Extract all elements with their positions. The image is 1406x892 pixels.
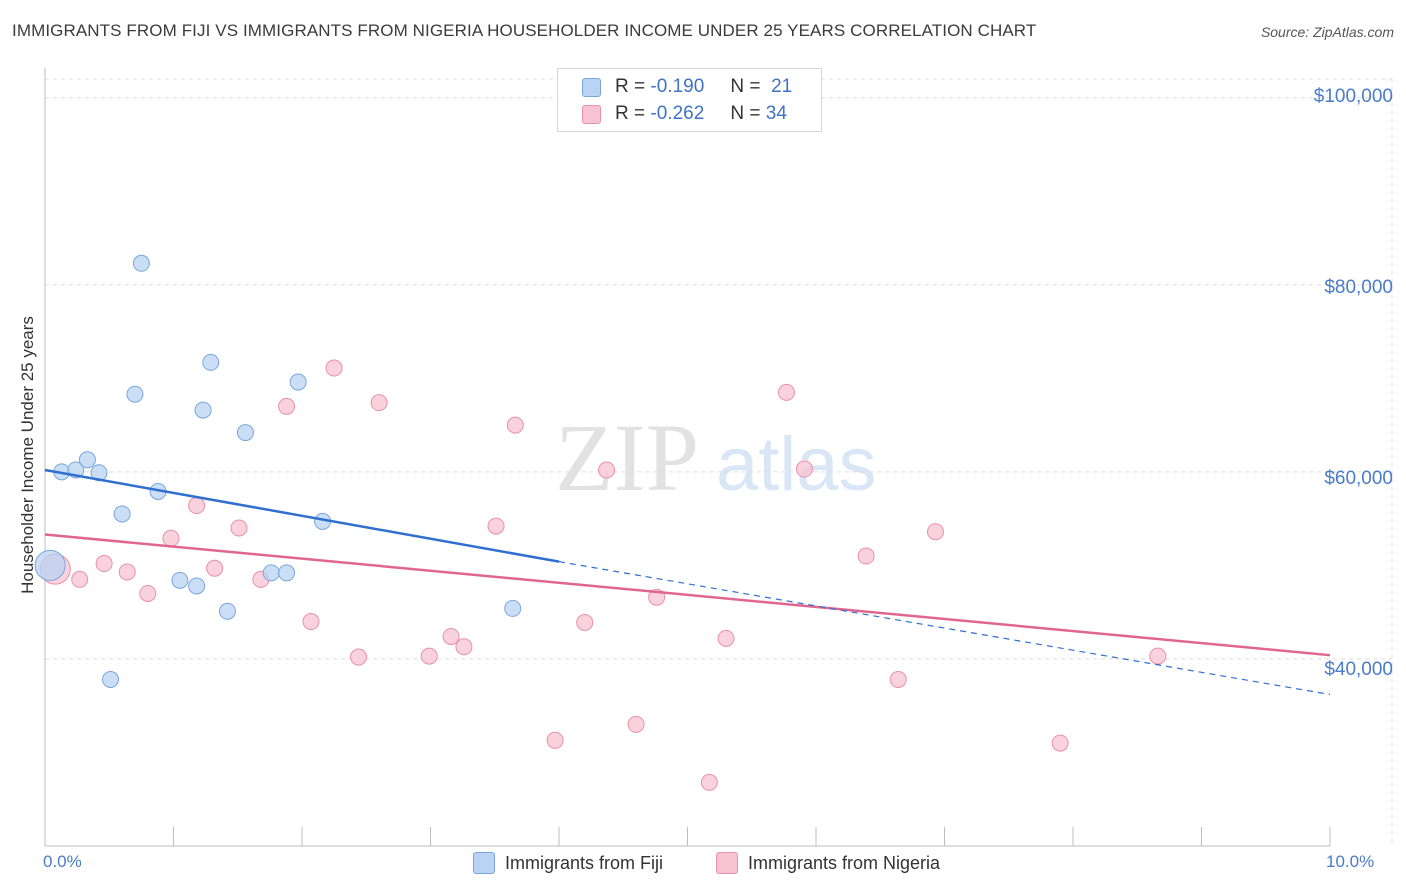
watermark-zip: ZIP xyxy=(555,404,699,511)
legend-nigeria-label: Immigrants from Nigeria xyxy=(748,852,941,873)
nigeria-point-33 xyxy=(1149,647,1167,665)
fiji-point-16 xyxy=(262,564,280,582)
fiji-point-13 xyxy=(202,353,220,371)
nigeria-point-28 xyxy=(795,460,813,478)
legend-item-nigeria[interactable]: Immigrants from Nigeria xyxy=(716,852,940,874)
nigeria-n-label: N = xyxy=(730,103,761,124)
nigeria-n-value: 34 xyxy=(765,103,787,124)
nigeria-point-17 xyxy=(455,638,473,656)
nigeria-trend-line xyxy=(44,533,1331,657)
fiji-point-8 xyxy=(132,254,150,272)
fiji-n-value: 21 xyxy=(771,76,793,97)
trend-lines xyxy=(44,468,1331,696)
watermark: ZIP atlas xyxy=(555,404,877,511)
fiji-trend-extension xyxy=(558,561,1331,696)
stats-box: R = -0.190 N = 21 R = -0.262 N = 34 xyxy=(557,68,822,132)
legend-fiji-label: Immigrants from Fiji xyxy=(505,852,664,873)
nigeria-point-10 xyxy=(278,397,296,415)
nigeria-point-29 xyxy=(857,547,875,565)
nigeria-point-14 xyxy=(370,394,388,412)
nigeria-swatch xyxy=(582,104,601,124)
chart-title: IMMIGRANTS FROM FIJI VS IMMIGRANTS FROM … xyxy=(12,21,1037,40)
nigeria-points xyxy=(39,359,1167,791)
x-tick-label-min: 0.0% xyxy=(43,852,82,871)
nigeria-point-11 xyxy=(302,613,320,631)
fiji-swatch xyxy=(582,77,601,97)
nigeria-point-13 xyxy=(350,648,368,666)
fiji-trend-line xyxy=(44,468,560,563)
y-tick-label-40000: $40,000 xyxy=(1324,659,1393,680)
y-tick-label-100000: $100,000 xyxy=(1313,86,1393,107)
nigeria-point-12 xyxy=(325,359,343,377)
nigeria-r-value: -0.262 xyxy=(650,103,705,124)
fiji-point-12 xyxy=(194,401,212,419)
fiji-r-value: -0.190 xyxy=(650,76,705,97)
nigeria-point-23 xyxy=(627,715,645,733)
nigeria-point-25 xyxy=(700,773,718,791)
fiji-point-11 xyxy=(188,577,206,595)
nigeria-point-2 xyxy=(95,555,113,573)
nigeria-point-1 xyxy=(71,570,89,588)
fiji-point-0 xyxy=(34,549,66,581)
fiji-point-7 xyxy=(126,385,144,403)
stats-row-fiji: R = -0.190 N = 21 xyxy=(582,75,792,99)
fiji-point-14 xyxy=(218,602,236,620)
nigeria-point-15 xyxy=(420,647,438,665)
y-tick-label-80000: $80,000 xyxy=(1324,277,1393,298)
nigeria-r-label: R = xyxy=(615,103,646,124)
legend-fiji-swatch xyxy=(473,852,495,874)
fiji-point-18 xyxy=(289,373,307,391)
fiji-r-label: R = xyxy=(615,76,646,97)
legend-nigeria-swatch xyxy=(716,852,738,874)
nigeria-point-3 xyxy=(118,563,136,581)
fiji-point-6 xyxy=(102,671,120,689)
nigeria-point-27 xyxy=(777,383,795,401)
nigeria-point-21 xyxy=(576,613,594,631)
nigeria-point-19 xyxy=(506,416,524,434)
x-tick-label-max: 10.0% xyxy=(1326,852,1375,871)
nigeria-point-5 xyxy=(162,529,180,547)
fiji-point-5 xyxy=(113,505,131,523)
nigeria-point-20 xyxy=(546,731,564,749)
nigeria-point-7 xyxy=(206,559,224,577)
nigeria-point-18 xyxy=(487,517,505,535)
nigeria-point-32 xyxy=(1051,734,1069,752)
nigeria-point-6 xyxy=(188,497,206,515)
nigeria-point-8 xyxy=(230,519,248,537)
nigeria-point-16 xyxy=(442,627,460,645)
stats-row-nigeria: R = -0.262 N = 34 xyxy=(582,102,787,126)
fiji-n-label: N = xyxy=(730,76,761,97)
nigeria-point-26 xyxy=(717,629,735,647)
fiji-point-15 xyxy=(236,424,254,442)
watermark-atlas: atlas xyxy=(716,422,877,507)
nigeria-point-30 xyxy=(889,671,907,689)
y-axis-title: Householder Income Under 25 years xyxy=(18,316,37,594)
fiji-point-17 xyxy=(278,564,296,582)
fiji-point-20 xyxy=(504,599,522,617)
y-tick-label-60000: $60,000 xyxy=(1324,468,1393,489)
nigeria-point-31 xyxy=(927,523,945,541)
fiji-point-10 xyxy=(171,571,189,589)
nigeria-point-22 xyxy=(598,461,616,479)
fiji-point-3 xyxy=(78,451,96,469)
source-label: Source: ZipAtlas.com xyxy=(1260,24,1394,40)
nigeria-point-4 xyxy=(139,584,157,602)
legend-item-fiji[interactable]: Immigrants from Fiji xyxy=(473,852,663,874)
axes xyxy=(44,68,1331,847)
